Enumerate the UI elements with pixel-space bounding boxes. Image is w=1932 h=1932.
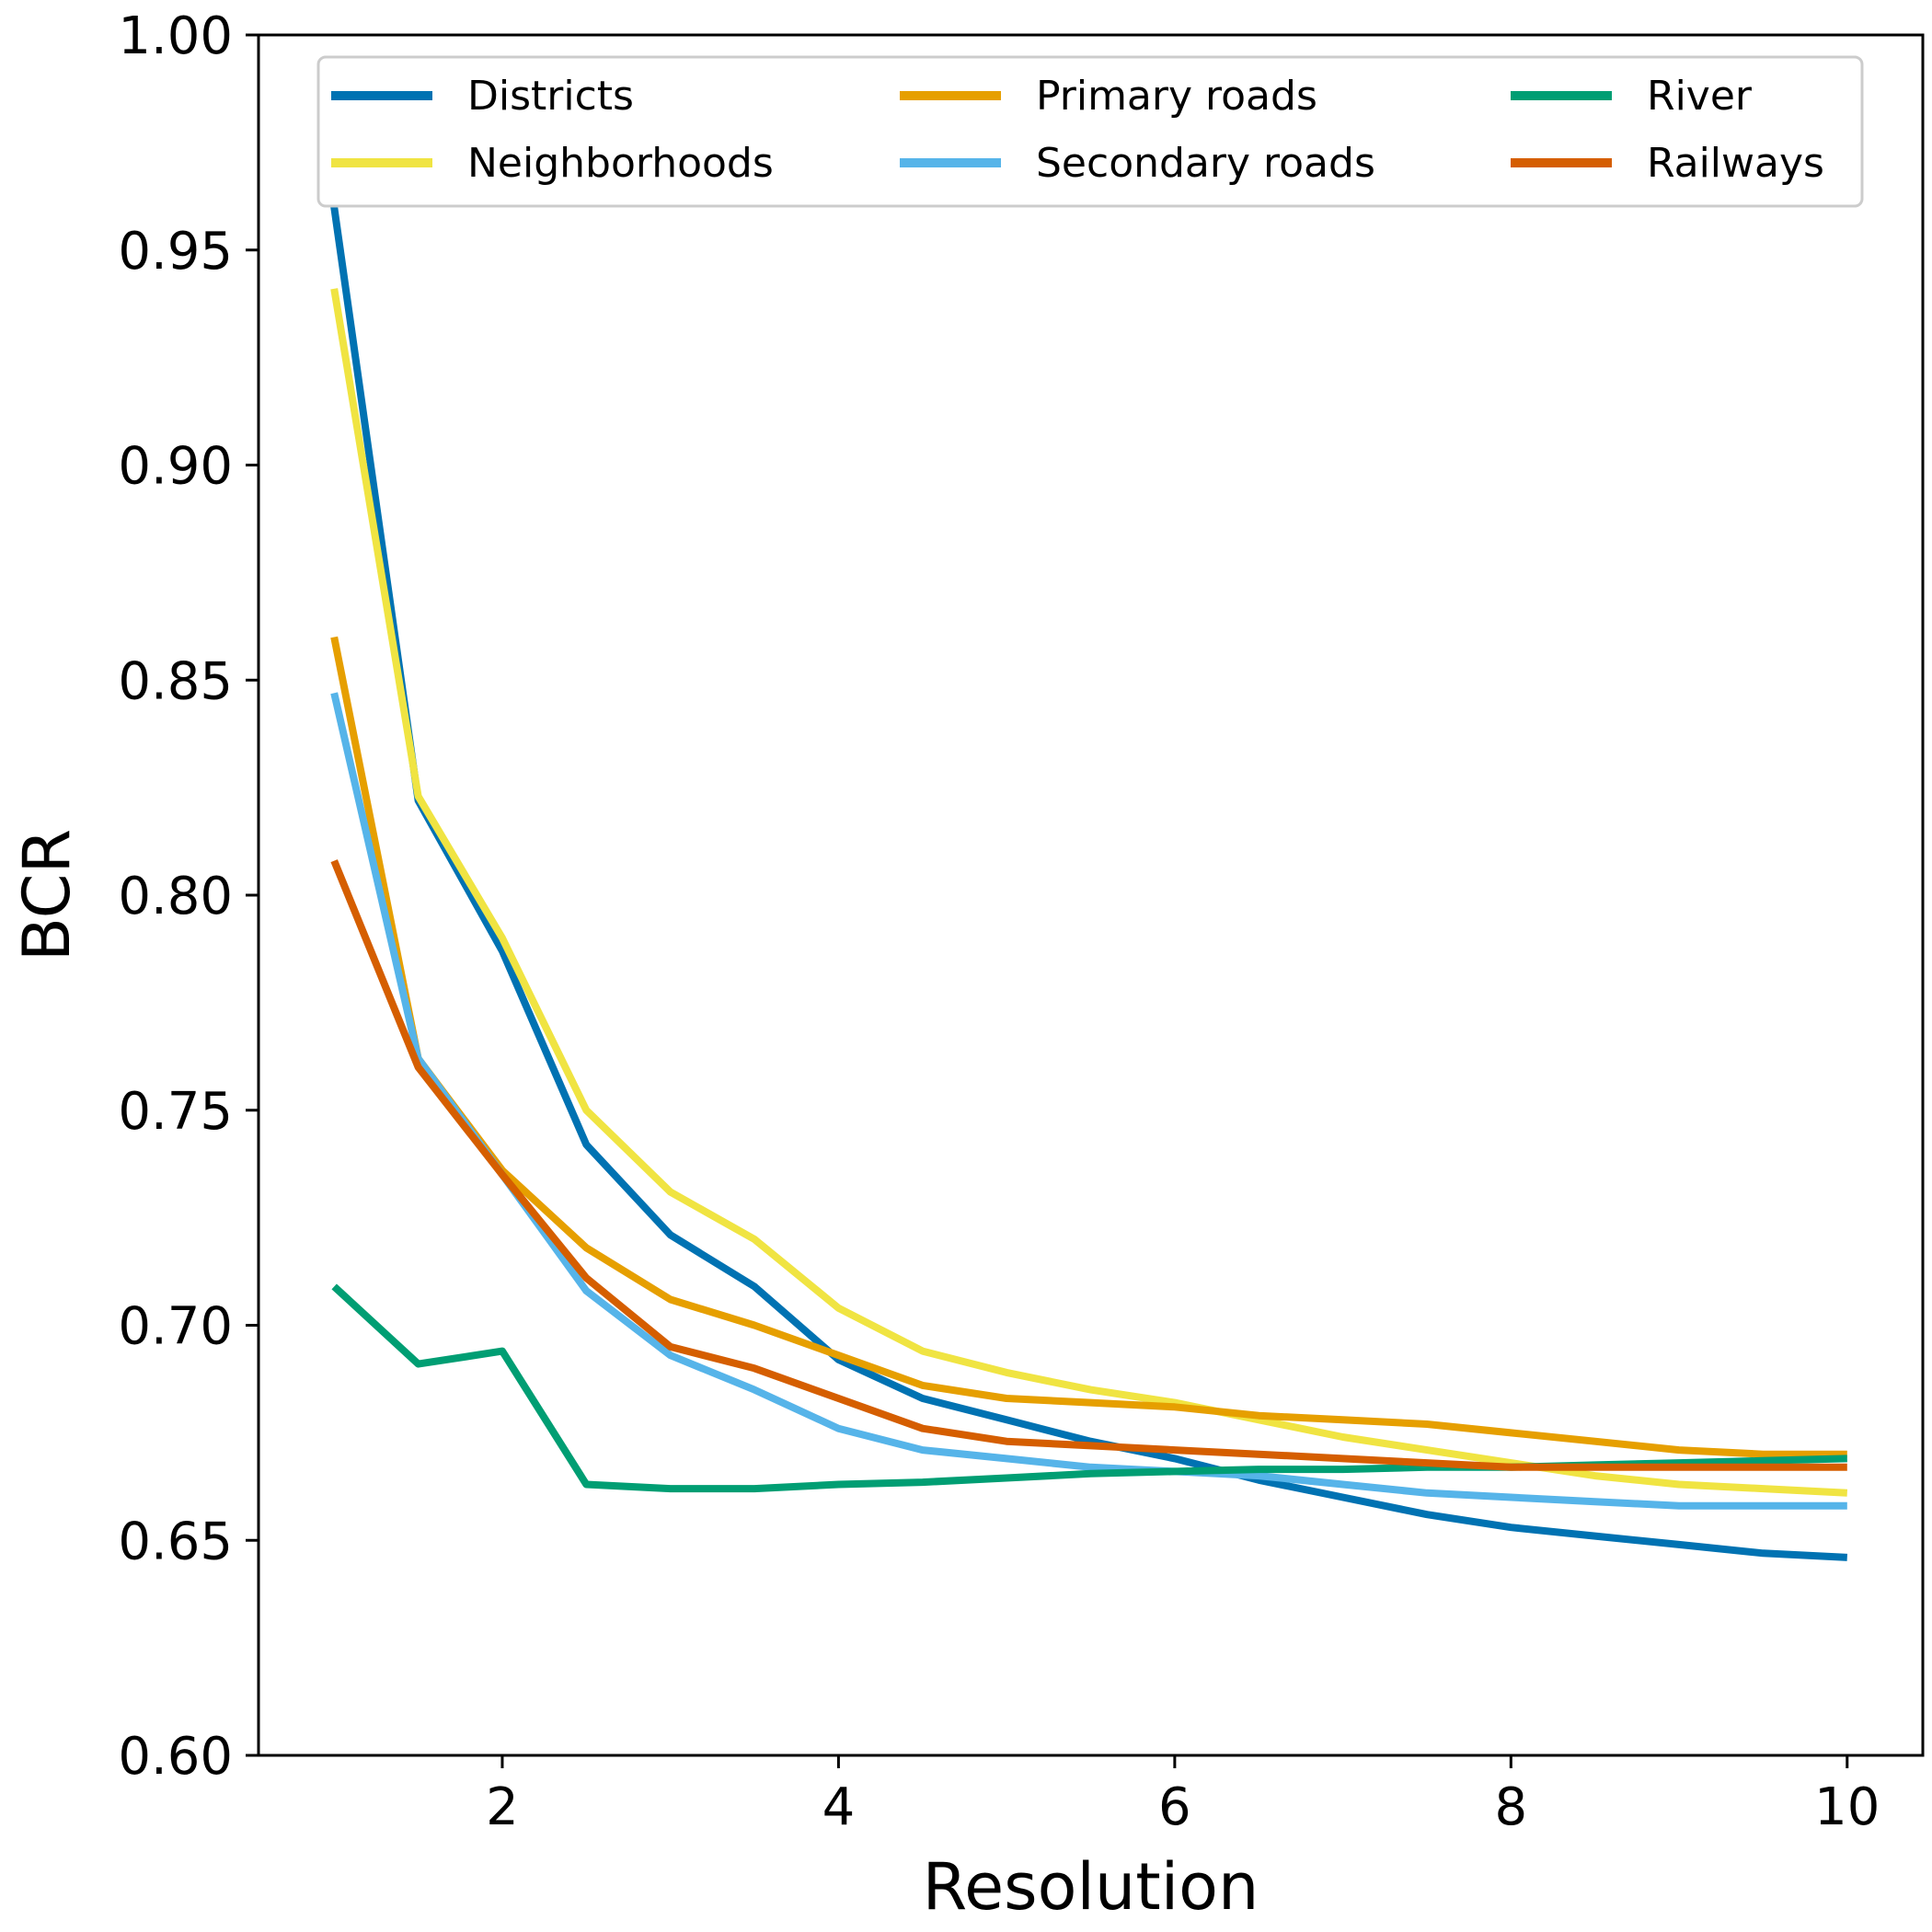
x-tick-label: 8 (1494, 1777, 1527, 1837)
legend-frame (316, 55, 1864, 208)
y-tick-label: 0.70 (118, 1297, 233, 1357)
y-tick-label: 0.85 (118, 651, 233, 711)
series-line-districts (330, 206, 1848, 1561)
x-axis-ticks: 2 4 6 8 10 (486, 1755, 1880, 1837)
y-tick-label: 0.95 (118, 222, 233, 282)
series-line-primary-roads (330, 636, 1847, 1458)
y-tick-label: 1.00 (118, 6, 233, 66)
legend-label-secondary-roads: Secondary roads (1036, 140, 1375, 187)
y-axis-label: BCR (9, 829, 85, 961)
legend-label-neighborhoods: Neighborhoods (467, 140, 774, 187)
y-tick-label: 0.90 (118, 437, 233, 497)
x-tick-label: 4 (822, 1777, 856, 1837)
series-line-secondary-roads (330, 692, 1847, 1510)
legend-label-river: River (1647, 73, 1753, 120)
legend-label-primary-roads: Primary roads (1036, 73, 1317, 120)
x-tick-label: 2 (486, 1777, 519, 1837)
y-tick-label: 0.75 (118, 1082, 233, 1142)
series-line-neighborhoods (330, 288, 1848, 1497)
y-tick-label: 0.60 (118, 1727, 233, 1787)
x-tick-label: 10 (1814, 1777, 1880, 1837)
x-tick-label: 6 (1158, 1777, 1191, 1837)
x-axis-label: Resolution (923, 1849, 1259, 1925)
legend: Districts Neighborhoods Primary roads Secon… (316, 55, 1864, 208)
y-tick-label: 0.80 (118, 867, 233, 926)
legend-label-railways: Railways (1647, 140, 1824, 187)
legend-label-districts: Districts (467, 73, 634, 120)
series-line-railways (330, 859, 1847, 1471)
y-axis-ticks: 0.60 0.65 0.70 0.75 0.80 0.85 0.90 0.95 1.00 (118, 6, 259, 1787)
y-tick-label: 0.65 (118, 1512, 233, 1571)
axes-frame (257, 33, 1925, 1757)
series-layer (330, 206, 1848, 1561)
